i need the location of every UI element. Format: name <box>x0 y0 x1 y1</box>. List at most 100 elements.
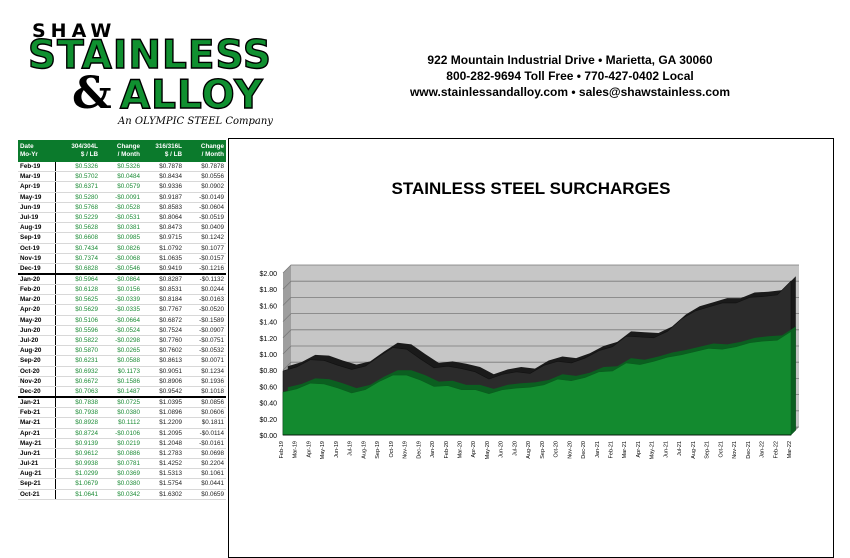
table-cell: Mar-20 <box>18 295 56 305</box>
table-cell: -$0.0524 <box>115 326 140 334</box>
table-cell: Oct-21 <box>18 489 56 499</box>
table-row: Sep-20 $0.6231 $0.0588 $0.8613 $0.0071 <box>18 356 226 367</box>
table-row: Oct-19 $0.7434 $0.0826 $1.0792 $0.1077 <box>18 243 226 254</box>
table-cell: $0.9336 <box>159 183 182 191</box>
table-cell: -$0.1216 <box>199 264 224 272</box>
table-cell: Aug-20 <box>18 346 56 356</box>
table-row: Aug-20 $0.5870 $0.0265 $0.7602 -$0.0532 <box>18 346 226 357</box>
table-cell: -$0.0114 <box>199 429 224 437</box>
table-row: Jul-21 $0.9938 $0.0781 $1.4252 $0.2204 <box>18 459 226 470</box>
logo-alloy-text: ALLOY <box>119 73 264 118</box>
table-cell: $0.7760 <box>159 337 182 344</box>
chart-title: STAINLESS STEEL SURCHARGES <box>391 179 671 198</box>
table-row: Apr-19 $0.6371 $0.0579 $0.9336 $0.0902 <box>18 182 226 193</box>
surcharge-table: Date Mo-Yr 304/304L $ / LB Change / Month 316/… <box>18 140 226 500</box>
table-row: Jun-20 $0.5596 -$0.0524 $0.7524 -$0.0907 <box>18 325 226 336</box>
x-tick-label: Dec-21 <box>746 441 752 459</box>
table-cell: Apr-21 <box>18 428 56 438</box>
x-tick-label: May-19 <box>320 441 326 459</box>
table-cell: $0.8906 <box>159 377 182 385</box>
x-tick-label: Jan-22 <box>760 441 766 458</box>
table-row: Nov-19 $0.7374 -$0.0068 $1.0635 -$0.0157 <box>18 253 226 264</box>
x-tick-label: Oct-20 <box>554 441 560 458</box>
y-tick-label: $1.20 <box>259 336 277 343</box>
table-cell: $0.0588 <box>117 357 140 365</box>
column-header: 304/304L $ / LB <box>56 140 100 162</box>
gridline <box>282 329 799 339</box>
table-cell: $0.9715 <box>159 234 182 242</box>
table-cell: $0.1936 <box>201 377 224 385</box>
y-tick-label: $1.00 <box>259 352 277 359</box>
x-tick-label: Feb-19 <box>279 441 285 458</box>
table-cell: -$0.0864 <box>115 275 140 283</box>
table-cell: $0.0579 <box>117 183 140 191</box>
table-cell: -$0.0091 <box>115 193 140 201</box>
column-header-line: Change <box>200 143 224 150</box>
table-cell: $0.1811 <box>201 419 224 427</box>
table-cell: -$0.0546 <box>115 264 140 272</box>
contact-web-email[interactable]: www.stainlessandalloy.com • sales@shawst… <box>409 85 731 99</box>
x-tick-label: Jul-21 <box>677 441 683 456</box>
table-cell: $0.1242 <box>201 234 224 242</box>
table-cell: $0.0156 <box>117 286 140 294</box>
table-cell: $0.5964 <box>75 275 98 283</box>
table-cell: $0.0380 <box>117 409 140 417</box>
table-cell: $0.5326 <box>117 163 140 170</box>
table-cell: Feb-21 <box>18 408 56 418</box>
table-cell: $0.5628 <box>75 224 98 232</box>
table-cell: $1.2783 <box>159 449 182 457</box>
table-cell: $0.0985 <box>117 234 140 242</box>
x-tick-label: Dec-19 <box>416 441 422 459</box>
table-header: Date Mo-Yr 304/304L $ / LB Change / Month 316/… <box>18 140 226 162</box>
x-tick-label: Mar-20 <box>457 441 463 458</box>
table-cell: $0.6872 <box>159 316 182 324</box>
table-row: Jun-21 $0.9612 $0.0886 $1.2783 $0.0698 <box>18 448 226 460</box>
table-cell: $0.9419 <box>159 264 182 272</box>
x-tick-label: Jan-20 <box>430 441 436 458</box>
column-header-line: / Month <box>117 151 140 158</box>
table-cell: $0.1234 <box>201 367 224 375</box>
gridline <box>282 280 799 290</box>
x-tick-label: Jul-19 <box>348 441 354 456</box>
table-row: Mar-21 $0.8928 $0.1112 $1.2209 $0.1811 <box>18 418 226 429</box>
table-cell: $1.5313 <box>159 470 182 478</box>
table-cell: $1.2095 <box>159 429 182 437</box>
column-header-line: 304/304L <box>71 143 98 150</box>
table-cell: Apr-19 <box>18 182 56 192</box>
x-tick-label: Mar-21 <box>622 441 628 458</box>
logo-tagline: An OLYMPIC STEEL Company <box>118 116 273 127</box>
table-row: Aug-19 $0.5628 $0.0381 $0.8473 $0.0409 <box>18 223 226 234</box>
table-cell: $0.7374 <box>75 254 98 262</box>
table-cell: $0.5106 <box>75 316 98 324</box>
table-row: Sep-21 $1.0679 $0.0380 $1.5754 $0.0441 <box>18 479 226 490</box>
table-row: Apr-20 $0.5629 -$0.0335 $0.7767 -$0.0520 <box>18 305 226 316</box>
table-cell: $0.6128 <box>75 286 98 294</box>
x-tick-label: Sep-19 <box>375 441 381 459</box>
table-cell: -$0.1132 <box>199 275 224 283</box>
table-cell: $0.6828 <box>75 264 98 272</box>
table-cell: $0.8531 <box>159 286 182 294</box>
table-cell: -$0.0161 <box>199 439 224 447</box>
table-cell: Aug-19 <box>18 223 56 233</box>
table-cell: -$0.0163 <box>199 296 224 304</box>
table-cell: Sep-20 <box>18 356 56 366</box>
x-tick-label: Jan-21 <box>595 441 601 458</box>
table-cell: $0.0265 <box>117 347 140 355</box>
table-cell: $1.0635 <box>159 254 182 262</box>
table-cell: $0.7524 <box>159 326 182 334</box>
table-cell: $0.6231 <box>75 357 98 365</box>
table-cell: $0.5629 <box>75 306 98 314</box>
table-cell: $0.0409 <box>201 224 224 232</box>
table-cell: Feb-19 <box>18 162 56 172</box>
x-tick-label: Oct-19 <box>389 441 395 458</box>
table-cell: $0.9938 <box>75 460 98 468</box>
table-cell: $0.7878 <box>159 163 182 170</box>
table-cell: Jan-20 <box>18 274 56 285</box>
table-cell: $0.5326 <box>75 163 98 170</box>
x-tick-label: Apr-19 <box>306 441 312 458</box>
column-header-line: Mo-Yr <box>20 151 38 158</box>
table-cell: $0.0856 <box>201 398 224 406</box>
table-cell: Oct-19 <box>18 243 56 253</box>
table-cell: $0.0659 <box>201 490 224 498</box>
y-tick-label: $0.00 <box>259 433 277 440</box>
